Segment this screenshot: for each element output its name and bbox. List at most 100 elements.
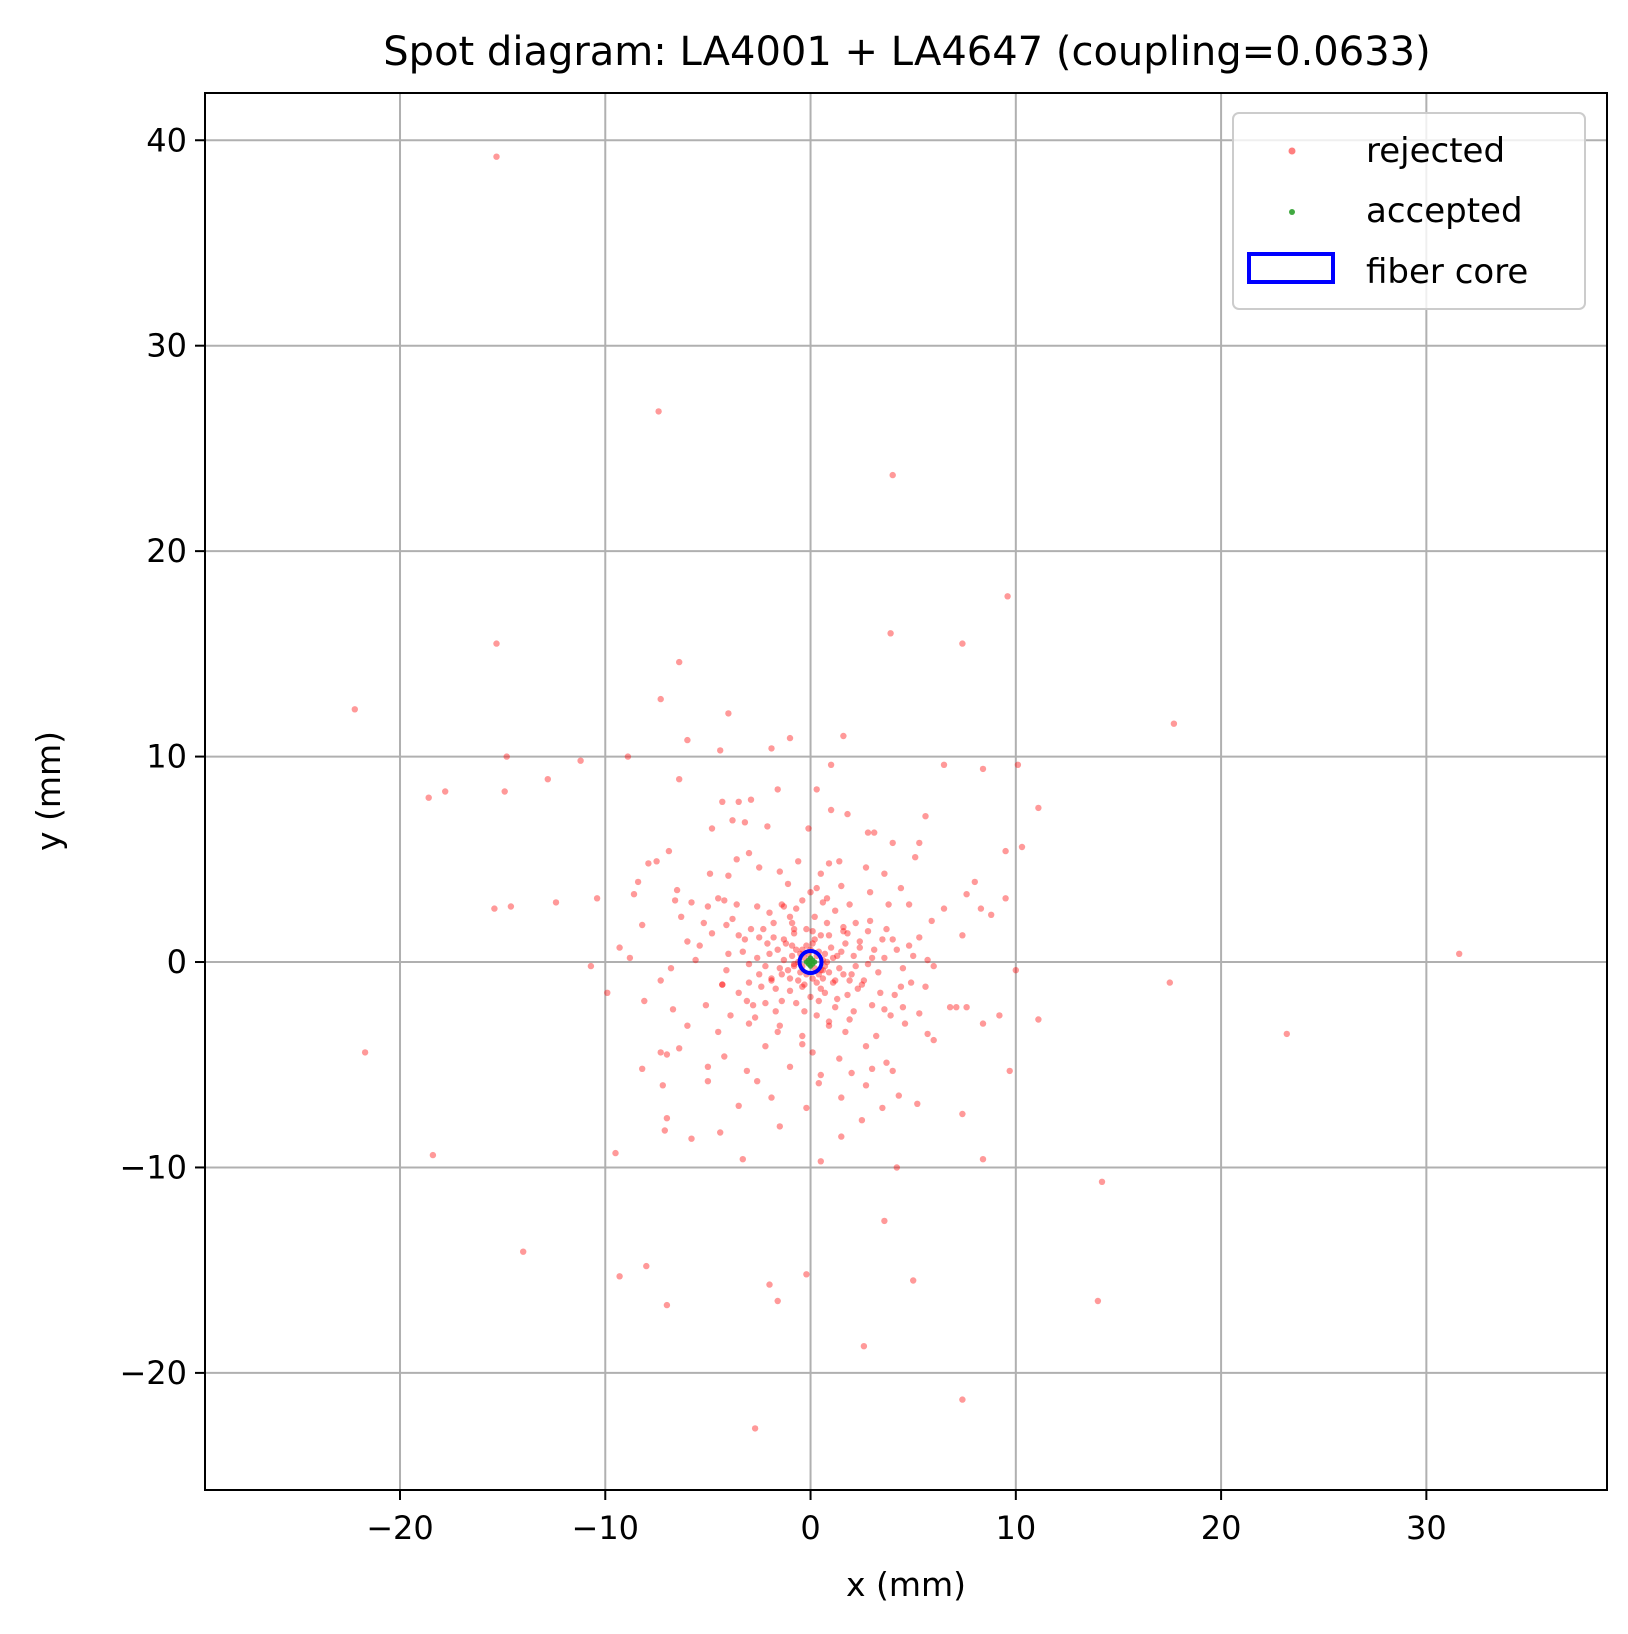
rejected-point (862, 1043, 870, 1050)
rejected-point (914, 1100, 921, 1108)
rejected-point (813, 979, 820, 986)
rejected-point (768, 745, 775, 752)
rejected-point (676, 776, 683, 783)
rejected-point (520, 1248, 527, 1255)
rejected-point (846, 901, 853, 908)
rejected-point (655, 408, 662, 415)
rejected-point (924, 956, 931, 964)
rejected-point (604, 989, 611, 996)
rejected-point (745, 849, 753, 857)
rejected-point (846, 977, 853, 984)
rejected-point (721, 897, 728, 904)
rejected-point (501, 788, 508, 795)
rejected-point (743, 997, 751, 1005)
rejected-point (661, 1127, 668, 1134)
y-tick-label: −20 (119, 1354, 187, 1392)
rejected-point (673, 886, 681, 894)
rejected-point (871, 946, 878, 953)
rejected-point (704, 1078, 712, 1085)
data-points (351, 153, 1463, 1432)
rejected-point (912, 854, 919, 861)
rejected-point (544, 776, 551, 783)
rejected-point (778, 901, 785, 908)
rejected-point (916, 1010, 923, 1017)
rejected-point (899, 1004, 907, 1011)
rejected-point (821, 950, 829, 957)
rejected-point (503, 753, 510, 760)
rejected-point (856, 938, 863, 945)
rejected-point (799, 1032, 806, 1040)
rejected-point (922, 813, 929, 820)
legend-fiber-core-marker (1247, 252, 1335, 284)
x-tick-label: 0 (800, 1509, 820, 1547)
rejected-point (717, 1129, 724, 1136)
rejected-point (864, 960, 872, 968)
rejected-point (786, 987, 794, 994)
rejected-point (1018, 843, 1026, 851)
rejected-point (819, 899, 827, 906)
rejected-point (916, 934, 923, 941)
rejected-point (669, 1006, 677, 1013)
rejected-point (940, 905, 948, 912)
rejected-point (817, 870, 824, 877)
rejected-point (940, 761, 948, 768)
rejected-point (639, 1065, 646, 1073)
rejected-point (790, 925, 798, 933)
rejected-point (657, 695, 664, 703)
rejected-point (788, 919, 796, 927)
rejected-point (745, 979, 753, 986)
rejected-point (813, 786, 820, 793)
rejected-point (616, 944, 623, 951)
y-tick-label: 0 (167, 943, 187, 981)
rejected-point (799, 897, 806, 904)
rejected-point (735, 989, 742, 996)
rejected-point (552, 899, 560, 906)
legend: rejected accepted fiber core (1232, 112, 1586, 310)
rejected-point (959, 1396, 966, 1403)
rejected-point (704, 1063, 712, 1071)
rejected-point (684, 938, 691, 945)
y-tick-label: −10 (119, 1148, 187, 1186)
rejected-point (704, 903, 712, 910)
rejected-point (864, 928, 872, 935)
rejected-point (852, 919, 859, 927)
rejected-point (1283, 1030, 1291, 1038)
rejected-point (719, 981, 726, 988)
rejected-point (959, 1110, 966, 1118)
rejected-point (756, 934, 763, 941)
rejected-point (425, 794, 432, 801)
rejected-point (743, 1067, 751, 1075)
rejected-point (868, 1065, 876, 1073)
x-axis-label: x (mm) (846, 1565, 966, 1604)
rejected-point (493, 640, 500, 647)
rejected-point (879, 1104, 886, 1112)
rejected-point (971, 878, 978, 886)
rejected-point (786, 913, 794, 920)
rejected-point (776, 1123, 783, 1130)
rejected-point (868, 1002, 876, 1009)
rejected-point (838, 948, 845, 955)
rejected-point (832, 1004, 839, 1011)
rejected-point (764, 940, 771, 947)
legend-fiber-core-label: fiber core (1366, 252, 1528, 292)
rejected-point (754, 903, 761, 910)
rejected-point (733, 856, 740, 863)
rejected-point (723, 967, 730, 974)
rejected-point (905, 901, 913, 908)
rejected-point (764, 823, 771, 830)
rejected-point (1456, 950, 1463, 957)
rejected-point (803, 1271, 810, 1278)
rejected-point (848, 971, 855, 978)
grid-lines (205, 93, 1607, 1490)
rejected-point (719, 981, 726, 988)
rejected-point (877, 989, 884, 996)
rejected-point (745, 960, 753, 968)
rejected-point (793, 999, 800, 1007)
rejected-point (665, 847, 673, 855)
rejected-point (702, 1002, 710, 1009)
rejected-point (930, 962, 937, 970)
plot-frame (204, 92, 1608, 1491)
rejected-point (643, 1262, 650, 1270)
rejected-point (774, 786, 781, 793)
rejected-point (858, 1117, 866, 1124)
